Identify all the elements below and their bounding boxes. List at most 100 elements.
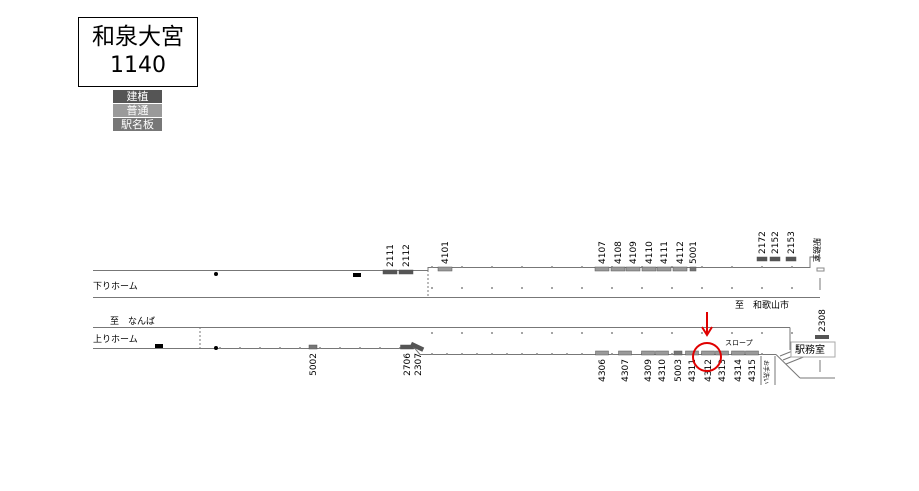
marker-dot: [581, 266, 583, 268]
marker-dot: [506, 353, 508, 355]
sign-4101: [437, 266, 453, 272]
marker-dot: [641, 332, 643, 334]
platform-outlines: [93, 256, 835, 385]
sign-label-2111: 2111: [386, 244, 396, 267]
marker-dot: [446, 353, 448, 355]
sign-2152: [769, 256, 781, 262]
marker-dot: [731, 332, 733, 334]
marker-dot: [581, 287, 583, 289]
sign-label-4112: 4112: [676, 241, 686, 264]
sign-5002: [308, 344, 318, 350]
marker-dot: [731, 287, 733, 289]
slope-label: スロープ: [725, 339, 753, 347]
marker-dot: [431, 266, 433, 268]
sign-4109: [625, 266, 641, 272]
toilet-label: お手洗い: [762, 360, 770, 384]
sign-label-2172: 2172: [758, 231, 768, 254]
sign-4111: [656, 266, 672, 272]
marker-dot: [379, 347, 381, 349]
marker-dot: [536, 353, 538, 355]
sign-label-2112: 2112: [402, 244, 412, 267]
marker-dot: [701, 332, 703, 334]
sign-label-4307: 4307: [621, 359, 631, 382]
highlight-circle: [692, 342, 722, 372]
sign-label-4315: 4315: [748, 359, 758, 382]
marker-dot: [581, 332, 583, 334]
sign-2111: [382, 269, 398, 275]
marker-dot: [461, 266, 463, 268]
marker-dot: [239, 347, 241, 349]
small-sign: [816, 267, 825, 272]
sign-label-4310: 4310: [658, 359, 668, 382]
station-office-top-label: 駅務室: [812, 238, 822, 262]
marker-dot: [551, 287, 553, 289]
marker-dot: [491, 287, 493, 289]
marker-dot: [611, 332, 613, 334]
up-platform-label: 上りホーム: [93, 334, 138, 345]
sign-label-2153: 2153: [787, 231, 797, 254]
sign-label-5003: 5003: [674, 359, 684, 382]
direction-namba: 至 なんば: [110, 316, 155, 327]
marker-dot: [299, 347, 301, 349]
sign-label-4107: 4107: [598, 241, 608, 264]
marker-dot: [219, 347, 221, 349]
marker-dot: [761, 332, 763, 334]
sign-4311: [685, 350, 699, 356]
marker-dot: [491, 266, 493, 268]
marker-dot: [671, 332, 673, 334]
stop-marker: [353, 273, 361, 277]
marker-dot: [551, 266, 553, 268]
marker-dot: [521, 287, 523, 289]
marker-dot: [566, 353, 568, 355]
legend-station-name-board: 駅名板: [113, 118, 162, 131]
marker-dot: [431, 287, 433, 289]
marker-dot: [791, 287, 793, 289]
marker-dot: [641, 287, 643, 289]
station-title-box: 和泉大宮 1140: [78, 17, 198, 87]
sign-4314: [731, 350, 745, 356]
marker-dot: [671, 353, 673, 355]
marker-dot: [461, 353, 463, 355]
sign-5001: [689, 266, 697, 272]
marker-dot: [461, 287, 463, 289]
arrow-head-icon: [701, 326, 713, 337]
direction-wakayamashi: 至 和歌山市: [735, 299, 789, 311]
sign-4309: [641, 350, 655, 356]
marker-dot: [581, 353, 583, 355]
sign-4108: [610, 266, 626, 272]
marker-dot: [491, 332, 493, 334]
sign-2172: [756, 256, 768, 262]
sign-label-2152: 2152: [771, 231, 781, 254]
marker-dot: [761, 353, 763, 355]
sign-4110: [641, 266, 657, 272]
marker-dot: [476, 353, 478, 355]
sign-4312: [701, 350, 715, 356]
sign-label-2307: 2307: [414, 353, 424, 376]
sign-4112: [672, 266, 688, 272]
platform-markers: [219, 266, 793, 355]
marker-dot: [701, 287, 703, 289]
sign-label-4306: 4306: [598, 359, 608, 382]
sign-2153: [785, 256, 797, 262]
sign-label-4110: 4110: [645, 241, 655, 264]
marker-dot: [521, 266, 523, 268]
marker-dot: [521, 353, 523, 355]
legend-normal: 普通: [113, 104, 162, 117]
down-platform-label: 下りホーム: [93, 281, 138, 292]
marker-dot: [431, 332, 433, 334]
sign-label-5001: 5001: [689, 241, 699, 264]
sign-4307: [618, 350, 632, 356]
marker-dot: [551, 332, 553, 334]
sign-2308: [815, 335, 829, 339]
sign-label-4109: 4109: [629, 241, 639, 264]
marker-dot: [214, 346, 218, 350]
marker-dot: [791, 332, 793, 334]
sign-label-4108: 4108: [614, 241, 624, 264]
sign-2112: [398, 269, 414, 275]
marker-dot: [611, 287, 613, 289]
sign-label-4101: 4101: [441, 241, 451, 264]
sign-label-4309: 4309: [644, 359, 654, 382]
station-code: 1140: [110, 53, 166, 78]
marker-dot: [461, 332, 463, 334]
